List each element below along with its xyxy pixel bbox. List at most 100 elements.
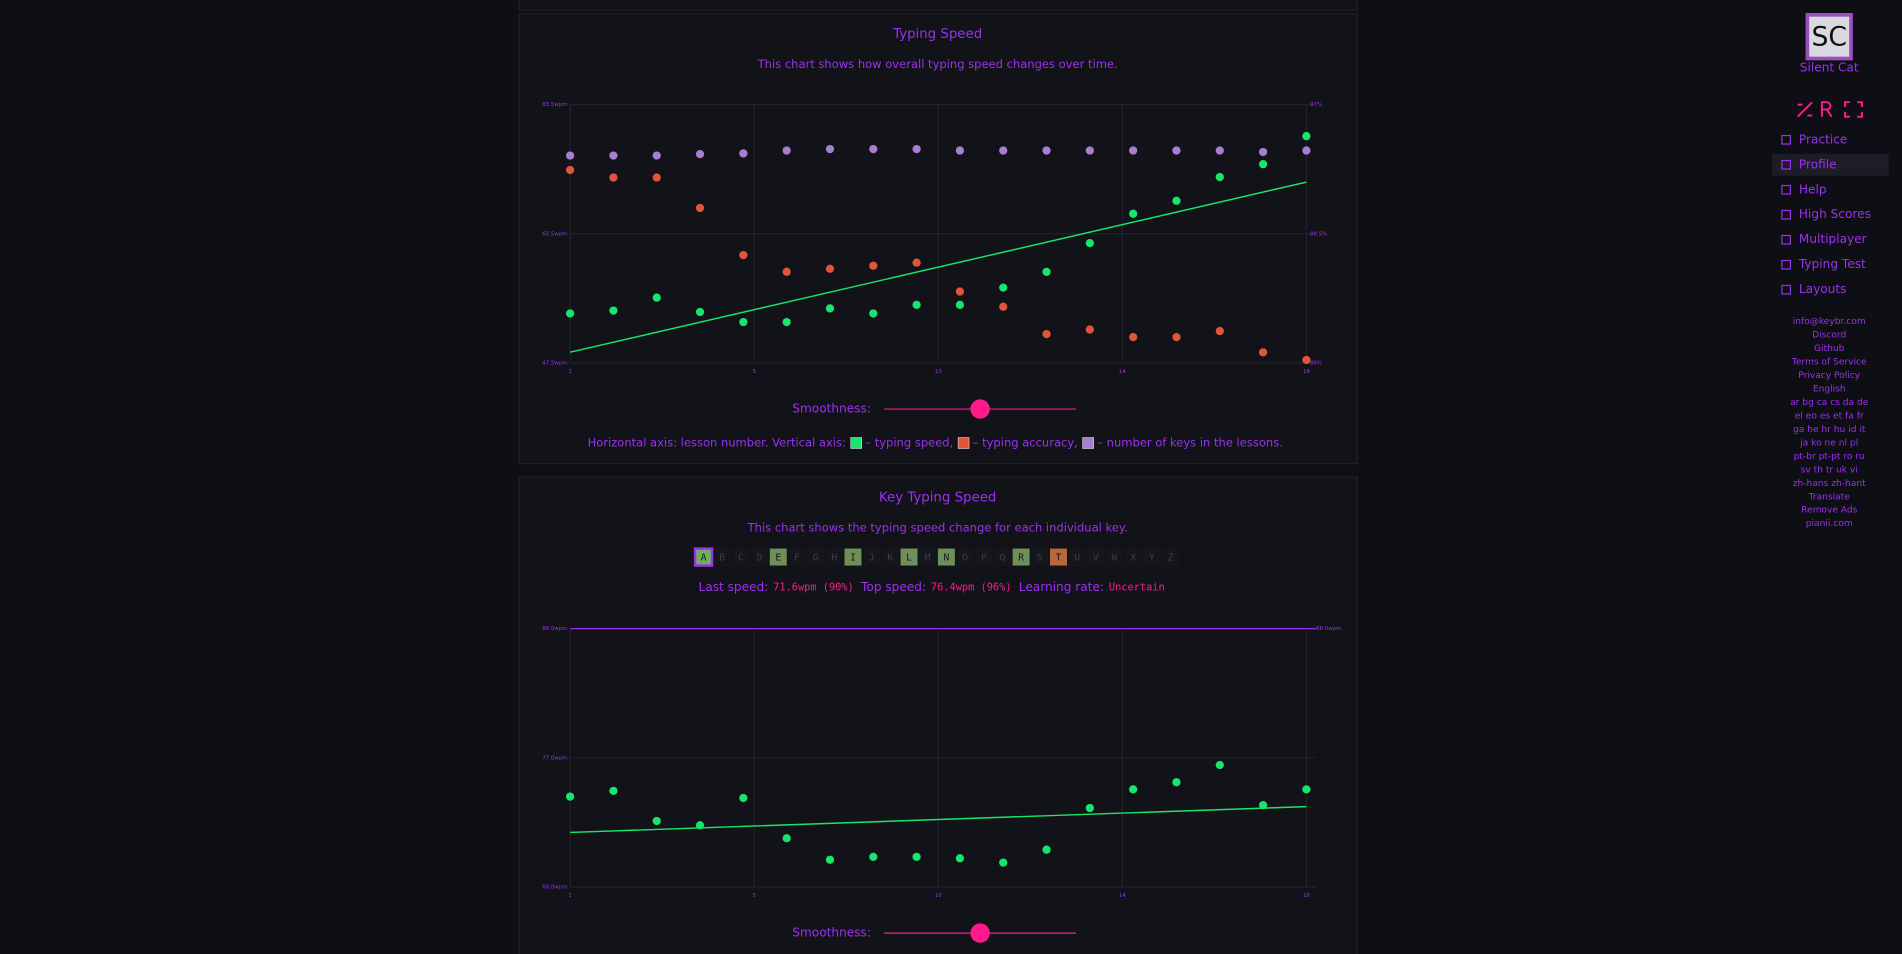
key-button[interactable]: G bbox=[807, 548, 825, 566]
key-button[interactable]: R bbox=[1012, 548, 1030, 566]
stat-label: Last speed: bbox=[699, 580, 769, 594]
key-button[interactable]: K bbox=[881, 548, 899, 566]
key-label: K bbox=[887, 553, 893, 564]
trend-line bbox=[570, 805, 1307, 834]
sidebar-link[interactable]: Discord bbox=[1812, 331, 1846, 341]
menu-icon bbox=[1781, 159, 1792, 170]
key-button[interactable]: H bbox=[825, 548, 843, 566]
data-point bbox=[912, 144, 921, 154]
sidebar-link[interactable]: Terms of Service bbox=[1791, 358, 1867, 368]
key-button[interactable]: Z bbox=[1162, 548, 1180, 566]
key-box bbox=[919, 548, 937, 566]
menu-icon bbox=[1781, 259, 1792, 270]
sidebar-link[interactable]: ar bg ca cs da de bbox=[1790, 398, 1869, 408]
target-label: 86.0wpm bbox=[1316, 626, 1341, 632]
key-label: Q bbox=[1000, 553, 1006, 564]
key-box bbox=[937, 548, 955, 566]
menu-item[interactable]: Practice bbox=[1781, 132, 1847, 146]
sidebar-link[interactable]: pianii.com bbox=[1806, 519, 1853, 529]
x-tick-label: 14 bbox=[1119, 893, 1126, 899]
sidebar-link[interactable]: Github bbox=[1814, 344, 1845, 354]
key-button[interactable]: C bbox=[732, 548, 750, 566]
key-button[interactable]: S bbox=[1031, 548, 1049, 566]
key-button[interactable]: B bbox=[713, 548, 731, 566]
sidebar-link[interactable]: info@keybr.com bbox=[1793, 317, 1866, 327]
y-tick-label: 47.5wpm bbox=[542, 360, 567, 366]
key-button[interactable]: E bbox=[769, 548, 787, 566]
data-point bbox=[695, 150, 705, 159]
key-box bbox=[713, 548, 731, 566]
key-button[interactable]: Q bbox=[993, 548, 1011, 566]
legend-swatch bbox=[957, 437, 970, 449]
y2-tick-label: 88.5% bbox=[1310, 231, 1327, 237]
key-button[interactable]: Y bbox=[1143, 548, 1161, 566]
stat-label: Top speed: bbox=[860, 580, 926, 594]
menu-item[interactable]: Typing Test bbox=[1781, 257, 1866, 271]
sidebar-link[interactable]: pt-br pt-pt ro ru bbox=[1794, 452, 1865, 462]
chart-title: Typing Speed bbox=[892, 27, 982, 42]
key-box bbox=[751, 548, 769, 566]
data-point bbox=[825, 264, 835, 273]
data-point bbox=[782, 267, 791, 276]
key-button[interactable]: O bbox=[956, 548, 974, 566]
menu-item[interactable]: High Scores bbox=[1781, 207, 1871, 221]
legend-prefix: Horizontal axis: lesson number. Vertical… bbox=[588, 436, 846, 450]
data-point bbox=[1302, 146, 1311, 155]
key-button[interactable]: M bbox=[919, 548, 937, 566]
data-point bbox=[609, 151, 618, 160]
key-box bbox=[825, 548, 843, 566]
sidebar-link[interactable]: Privacy Policy bbox=[1798, 371, 1860, 381]
menu-item[interactable]: Layouts bbox=[1781, 282, 1847, 296]
menu-icon bbox=[1781, 284, 1792, 295]
slider-thumb[interactable] bbox=[970, 399, 990, 419]
slider-label: Smoothness: bbox=[792, 402, 871, 416]
key-button[interactable]: F bbox=[788, 548, 806, 566]
key-box bbox=[1143, 548, 1161, 566]
key-button[interactable]: A bbox=[693, 547, 714, 567]
key-button[interactable]: N bbox=[937, 548, 955, 566]
key-label: T bbox=[1056, 553, 1062, 564]
key-button[interactable]: W bbox=[1106, 548, 1124, 566]
y-tick-label: 86.0wpm bbox=[542, 626, 567, 632]
key-button[interactable]: P bbox=[975, 548, 993, 566]
key-label: V bbox=[1093, 553, 1099, 564]
data-point bbox=[609, 786, 618, 795]
sidebar-link[interactable]: ja ko ne nl pl bbox=[1799, 438, 1858, 448]
key-button[interactable]: J bbox=[863, 548, 881, 566]
sidebar-link[interactable]: ga he hr hu id it bbox=[1793, 425, 1866, 435]
data-point bbox=[999, 858, 1008, 867]
sidebar-link[interactable]: el eo es et fa fr bbox=[1795, 411, 1864, 421]
menu-label: High Scores bbox=[1799, 207, 1871, 221]
stat-value: 71.6wpm (90%) bbox=[773, 581, 854, 593]
data-point bbox=[1258, 147, 1268, 157]
key-button[interactable]: V bbox=[1087, 548, 1105, 566]
x-tick-label: 1 bbox=[568, 369, 571, 375]
sidebar-link[interactable]: English bbox=[1813, 385, 1846, 395]
tool-icon[interactable] bbox=[1796, 101, 1813, 118]
key-label: O bbox=[962, 553, 968, 564]
key-box bbox=[1087, 548, 1105, 566]
sidebar-link[interactable]: sv th tr uk vi bbox=[1801, 465, 1858, 475]
slider-thumb[interactable] bbox=[970, 923, 990, 943]
tool-icon[interactable] bbox=[1844, 101, 1863, 118]
menu-item[interactable]: Multiplayer bbox=[1781, 232, 1867, 246]
key-button[interactable]: L bbox=[900, 548, 918, 566]
tool-icon[interactable] bbox=[1820, 101, 1833, 118]
data-point bbox=[1085, 146, 1094, 155]
sidebar-link[interactable]: zh-hans zh-hant bbox=[1793, 479, 1866, 489]
data-point bbox=[652, 816, 661, 826]
data-point bbox=[1172, 333, 1181, 342]
key-button[interactable]: T bbox=[1049, 548, 1067, 566]
key-button[interactable]: U bbox=[1068, 548, 1086, 566]
menu-icon bbox=[1781, 184, 1792, 195]
menu-item[interactable]: Profile bbox=[1772, 153, 1889, 176]
key-button[interactable]: I bbox=[844, 548, 862, 566]
menu-item[interactable]: Help bbox=[1781, 182, 1827, 196]
sidebar-link[interactable]: Translate bbox=[1808, 492, 1851, 502]
key-box bbox=[881, 548, 899, 566]
menu-label: Layouts bbox=[1799, 282, 1847, 296]
key-button[interactable]: X bbox=[1124, 548, 1142, 566]
sidebar-link[interactable]: Remove Ads bbox=[1801, 506, 1858, 516]
key-button[interactable]: D bbox=[751, 548, 769, 566]
